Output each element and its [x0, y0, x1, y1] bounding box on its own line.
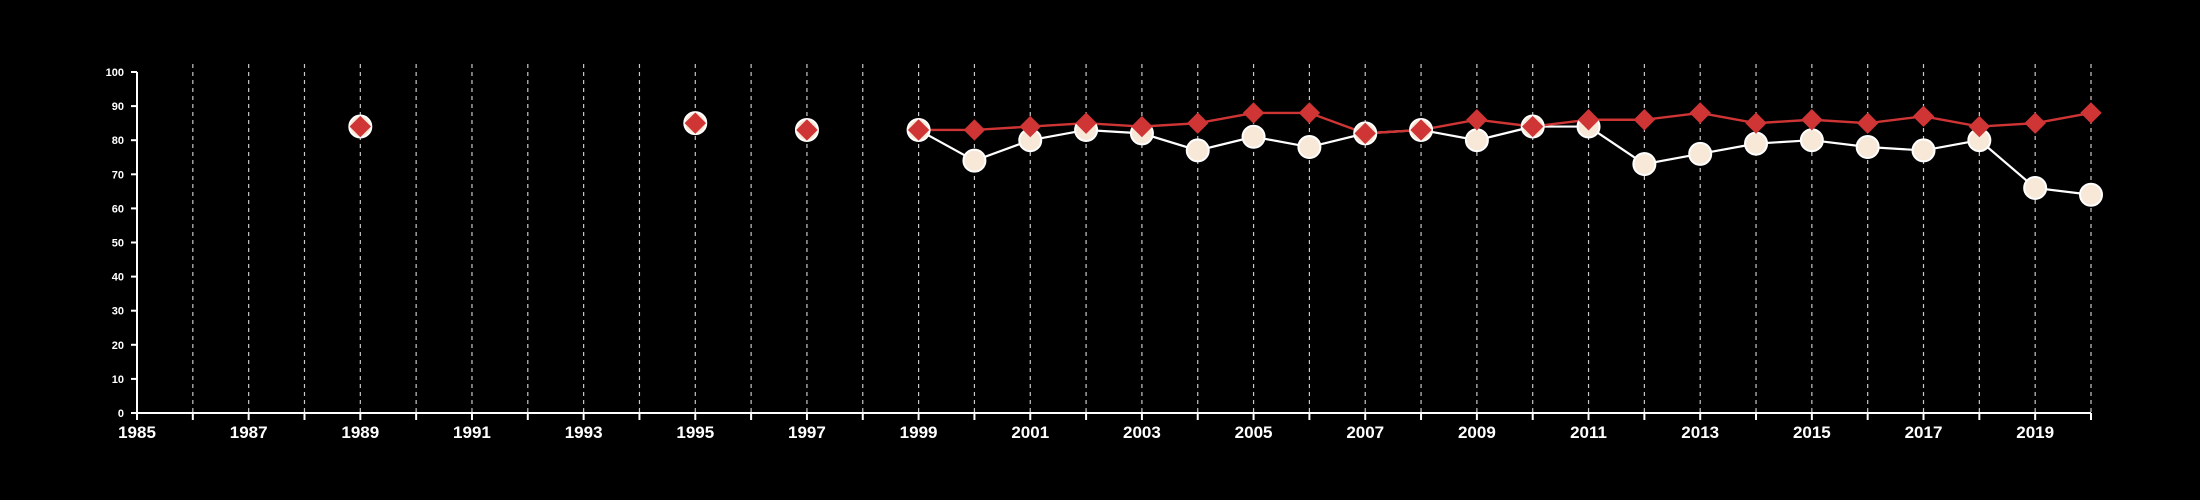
data-point-diamond — [1131, 115, 1153, 138]
x-tick-label: 2019 — [2016, 423, 2054, 442]
x-tick-label: 1989 — [341, 423, 379, 442]
y-tick-label: 90 — [112, 101, 124, 113]
x-tick-label: 2003 — [1123, 423, 1161, 442]
data-point-circle — [2079, 182, 2103, 207]
data-point-diamond — [1801, 109, 1823, 131]
data-point-diamond — [2024, 112, 2046, 134]
data-point-diamond — [796, 119, 818, 141]
x-tick-label: 1991 — [453, 423, 491, 442]
data-point-diamond — [1856, 112, 1879, 134]
data-point-diamond — [1354, 122, 1376, 145]
data-point-circle — [1855, 135, 1880, 160]
x-tick-label: 1999 — [900, 423, 938, 442]
data-point-circle — [1688, 141, 1713, 166]
x-tick-label: 2001 — [1011, 423, 1049, 442]
y-tick-label: 20 — [112, 340, 124, 352]
y-tick-label: 80 — [112, 135, 124, 147]
data-point-diamond — [1745, 112, 1767, 134]
data-point-diamond — [907, 119, 930, 141]
data-point-diamond — [1633, 109, 1656, 131]
y-tick-label: 30 — [112, 306, 124, 318]
data-point-circle — [1744, 131, 1769, 156]
data-point-circle — [1185, 138, 1210, 163]
data-point-diamond — [1019, 115, 1041, 138]
x-tick-label: 1995 — [676, 423, 714, 442]
data-point-diamond — [1522, 115, 1544, 138]
x-tick-label: 2011 — [1570, 423, 1607, 442]
x-tick-label: 2005 — [1235, 423, 1273, 442]
data-point-diamond — [1410, 119, 1432, 141]
series — [348, 102, 2103, 207]
y-tick-label: 70 — [112, 169, 124, 181]
x-tick-label: 2015 — [1793, 423, 1831, 442]
x-tick-label: 1987 — [230, 423, 268, 442]
data-point-diamond — [1689, 102, 1711, 124]
x-tick-label: 1997 — [788, 423, 826, 442]
data-point-diamond — [1298, 102, 1321, 124]
series-line — [918, 125, 2092, 196]
y-tick-label: 0 — [118, 408, 124, 420]
data-point-diamond — [1968, 115, 1991, 138]
x-tick-label: 2007 — [1346, 423, 1384, 442]
data-point-circle — [1241, 124, 1266, 149]
data-point-circle — [1911, 138, 1936, 163]
data-point-circle — [1632, 152, 1657, 177]
data-point-circle — [1799, 128, 1824, 153]
data-point-diamond — [1075, 112, 1097, 134]
data-point-diamond — [349, 115, 372, 138]
data-point-diamond — [1577, 109, 1600, 131]
data-point-diamond — [684, 112, 706, 134]
y-tick-label: 50 — [112, 238, 124, 250]
data-point-circle — [1297, 135, 1322, 160]
x-tick-label: 2009 — [1458, 423, 1496, 442]
data-point-diamond — [1466, 109, 1488, 131]
data-point-circle — [962, 148, 987, 173]
data-point-diamond — [963, 119, 986, 141]
y-tick-label: 10 — [112, 374, 124, 386]
data-point-diamond — [2080, 102, 2102, 124]
data-point-diamond — [1187, 112, 1209, 134]
data-point-circle — [1464, 128, 1489, 153]
data-point-circle — [2023, 175, 2048, 200]
y-tick-label: 60 — [112, 203, 124, 215]
y-tick-label: 100 — [106, 67, 124, 79]
x-tick-label: 1993 — [565, 423, 603, 442]
axes: 0 10 20 30 40 50 60 70 80 90 100 1985 1987 1989 1991 19… — [106, 67, 2092, 442]
data-point-diamond — [1242, 102, 1265, 124]
data-point-diamond — [1912, 105, 1935, 128]
y-tick-label: 40 — [112, 272, 124, 284]
x-tick-label: 2017 — [1905, 423, 1943, 442]
series-line — [918, 111, 2092, 135]
x-tick-label: 1985 — [118, 423, 156, 442]
x-tick-label: 2013 — [1681, 423, 1719, 442]
